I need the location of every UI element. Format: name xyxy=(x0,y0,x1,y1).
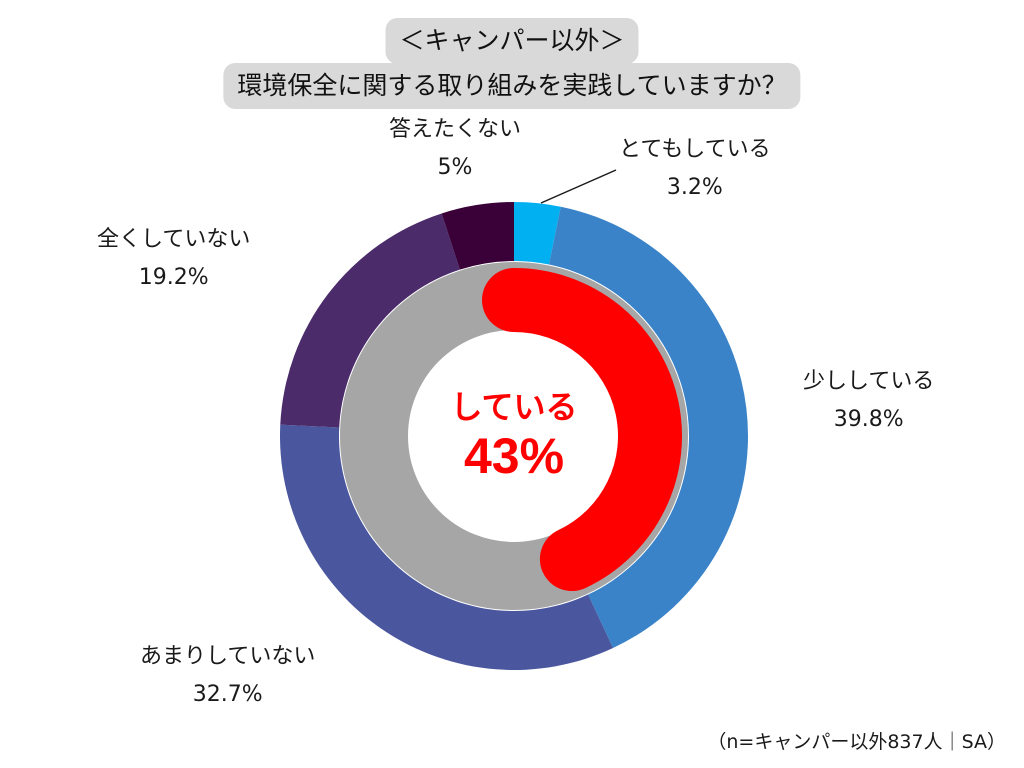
slice-label-name: 少ししている xyxy=(803,369,935,394)
slice-label-name: あまりしていない xyxy=(140,644,316,669)
slice-label-totemo: とてもしている 3.2% xyxy=(619,131,771,207)
center-highlight: している 43% xyxy=(450,387,577,485)
outer-ring xyxy=(279,202,749,671)
chart-title-line-1: ＜キャンパー以外＞ xyxy=(385,18,639,64)
slice-label-name: 全くしていない xyxy=(97,227,251,252)
outer-slice-mattaku xyxy=(280,213,460,428)
leader-line-totemo xyxy=(540,169,617,204)
center-highlight-label: している xyxy=(450,389,578,425)
slice-label-value: 5% xyxy=(437,155,473,180)
slice-label-value: 39.8% xyxy=(833,407,904,432)
slice-label-amari: あまりしていない 32.7% xyxy=(140,638,315,714)
slice-label-sukoshi: 少ししている 39.8% xyxy=(803,363,934,439)
slice-label-kotaetakunai: 答えたくない 5% xyxy=(389,111,521,187)
chart-title-line-2: 環境保全に関する取り組みを実践していますか？ xyxy=(223,63,801,109)
slice-label-value: 3.2% xyxy=(666,175,723,200)
center-highlight-value: 43% xyxy=(463,428,565,484)
slice-label-name: 答えたくない xyxy=(389,117,522,142)
sample-size-footnote: （n=キャンパー以外837人｜SA） xyxy=(707,731,1006,753)
outer-slice-amari xyxy=(279,424,614,671)
slice-label-value: 19.2% xyxy=(138,265,209,290)
slice-label-value: 32.7% xyxy=(192,682,263,707)
outer-slice-sukoshi xyxy=(548,206,749,648)
outer-slice-kotaetakunai xyxy=(441,202,514,270)
outer-slice-totemo xyxy=(514,202,561,265)
inner-ring-highlight-arc xyxy=(482,268,682,592)
slice-label-mattaku: 全くしていない 19.2% xyxy=(97,221,250,297)
slice-label-name: とてもしている xyxy=(619,137,771,162)
